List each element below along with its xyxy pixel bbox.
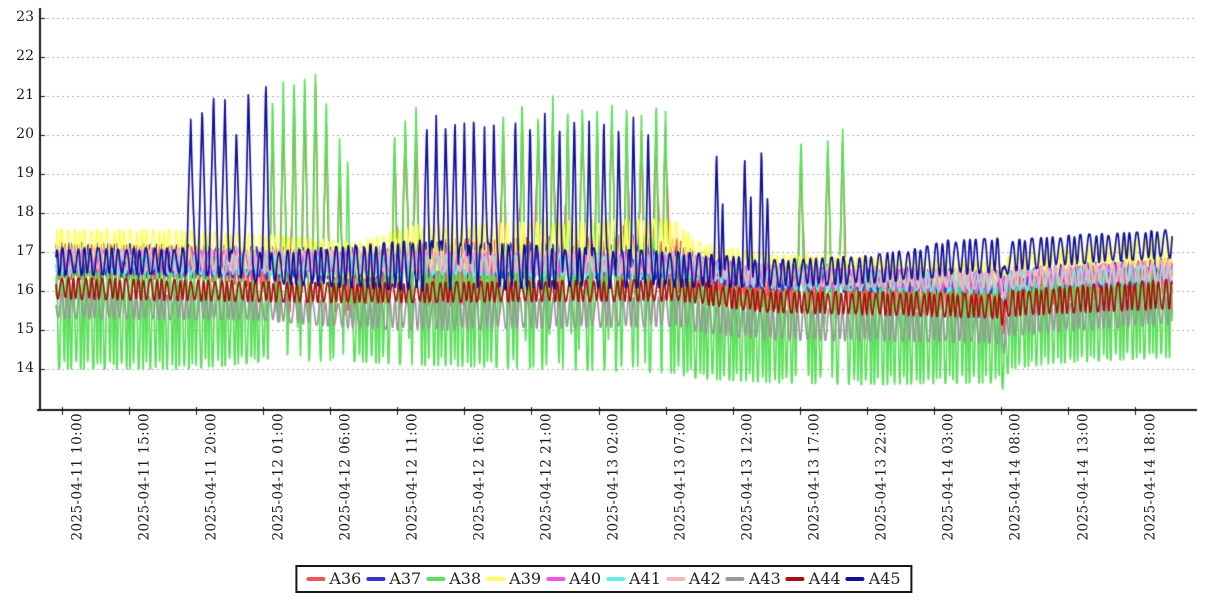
y-axis-tick-label: 19 — [16, 165, 34, 181]
x-axis-tick-label: 2025-04-14 03:00 — [940, 413, 957, 541]
x-axis-tick-label: 2025-04-12 01:00 — [270, 413, 287, 541]
legend-series-label: A39 — [509, 569, 542, 588]
legend-item: A39 — [486, 568, 541, 590]
legend-series-label: A43 — [748, 569, 781, 588]
x-axis-tick-label: 2025-04-11 10:00 — [69, 413, 85, 541]
x-axis-tick-label: 2025-04-14 13:00 — [1074, 413, 1091, 541]
legend-series-label: A45 — [868, 569, 901, 588]
y-axis-tick-label: 17 — [16, 243, 34, 259]
x-axis-tick-label: 2025-04-14 18:00 — [1142, 413, 1158, 541]
x-axis-tick-label: 2025-04-12 21:00 — [538, 413, 555, 541]
legend-item: A36 — [306, 568, 361, 590]
y-axis-tick-label: 18 — [16, 204, 34, 220]
legend-series-swatch — [546, 577, 566, 581]
legend-item: A42 — [665, 568, 721, 590]
x-axis-tick-label: 2025-04-12 16:00 — [471, 413, 488, 541]
legend-item: A37 — [366, 568, 421, 590]
legend-series-label: A40 — [569, 569, 601, 588]
y-axis-tick-label: 23 — [16, 9, 34, 25]
x-axis-tick-label: 2025-04-11 20:00 — [203, 413, 220, 541]
legend-series-label: A41 — [629, 569, 661, 588]
y-axis-tick-label: 20 — [16, 126, 34, 142]
y-axis-tick-label: 16 — [16, 282, 34, 298]
legend-series-swatch — [306, 577, 326, 581]
x-axis-tick-label: 2025-04-13 17:00 — [806, 413, 823, 541]
legend-series-swatch — [366, 577, 386, 581]
legend-series-swatch — [486, 577, 506, 581]
legend-series-label: A44 — [808, 569, 841, 588]
legend-series-swatch — [665, 577, 685, 581]
legend-item: A44 — [785, 568, 841, 590]
legend-series-label: A37 — [389, 569, 422, 588]
x-axis-tick-label: 2025-04-12 11:00 — [404, 413, 421, 541]
y-axis-tick-label: 22 — [16, 48, 34, 64]
legend-item: A40 — [546, 568, 601, 590]
x-axis-tick-label: 2025-04-13 12:00 — [739, 413, 756, 541]
y-axis-tick-label: 15 — [16, 321, 34, 337]
legend-series-label: A42 — [688, 569, 721, 588]
x-axis-tick-label: 2025-04-14 08:00 — [1007, 413, 1024, 541]
x-axis-tick-label: 2025-04-12 06:00 — [337, 413, 354, 541]
legend-series-label: A38 — [449, 569, 482, 588]
legend-item: A38 — [426, 568, 481, 590]
y-axis-tick-label: 21 — [16, 87, 34, 103]
x-axis-tick-label: 2025-04-13 02:00 — [605, 413, 622, 541]
x-axis-tick-label: 2025-04-13 22:00 — [873, 413, 890, 541]
y-axis-tick-label: 14 — [16, 360, 34, 376]
legend-series-swatch — [606, 577, 625, 581]
legend: A36 A37 A38 A39 A40 A41 A42 A43 A44 A45 — [294, 565, 913, 593]
legend-series-label: A36 — [329, 569, 362, 588]
legend-item: A43 — [725, 568, 781, 590]
x-axis-tick-label: 2025-04-13 07:00 — [672, 413, 689, 541]
legend-item: A41 — [606, 568, 661, 590]
legend-series-swatch — [725, 577, 745, 581]
x-axis-tick-label: 2025-04-11 15:00 — [136, 413, 153, 541]
legend-series-swatch — [426, 577, 446, 581]
legend-item: A45 — [845, 568, 901, 590]
legend-series-swatch — [785, 577, 805, 581]
legend-series-swatch — [845, 577, 865, 581]
